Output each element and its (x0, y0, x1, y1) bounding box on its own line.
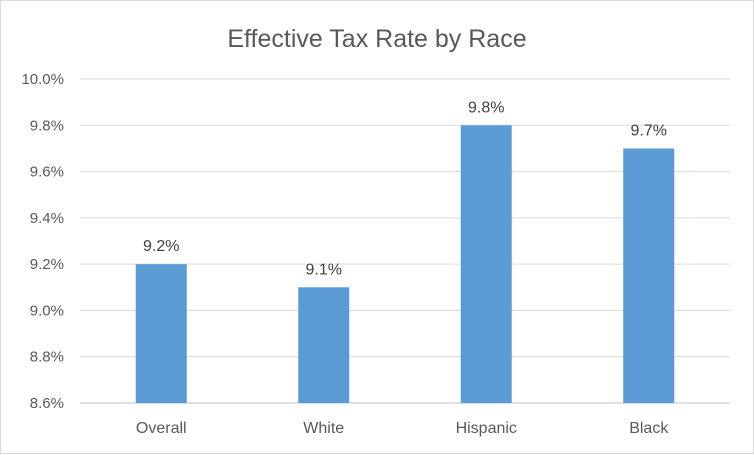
x-tick-label: Hispanic (456, 420, 517, 437)
bar-hispanic (460, 125, 512, 404)
x-tick-label: White (303, 420, 344, 437)
bar-overall (135, 264, 187, 403)
data-label: 9.7% (631, 122, 667, 139)
data-label: 9.8% (468, 99, 504, 116)
bar-black (623, 148, 675, 403)
x-tick-label: Black (629, 420, 669, 437)
y-tick-label: 9.2% (30, 256, 64, 273)
data-label: 9.2% (143, 238, 179, 255)
y-tick-label: 9.0% (30, 302, 64, 319)
y-tick-label: 9.8% (30, 117, 64, 134)
x-tick-label: Overall (136, 420, 187, 437)
y-tick-label: 8.6% (30, 395, 64, 412)
y-tick-label: 9.4% (30, 210, 64, 227)
data-label: 9.1% (306, 261, 342, 278)
bar-white (298, 287, 350, 403)
y-tick-label: 9.6% (30, 164, 64, 181)
y-tick-label: 8.8% (30, 349, 64, 366)
chart-title: Effective Tax Rate by Race (227, 25, 526, 53)
y-tick-label: 10.0% (21, 71, 64, 88)
